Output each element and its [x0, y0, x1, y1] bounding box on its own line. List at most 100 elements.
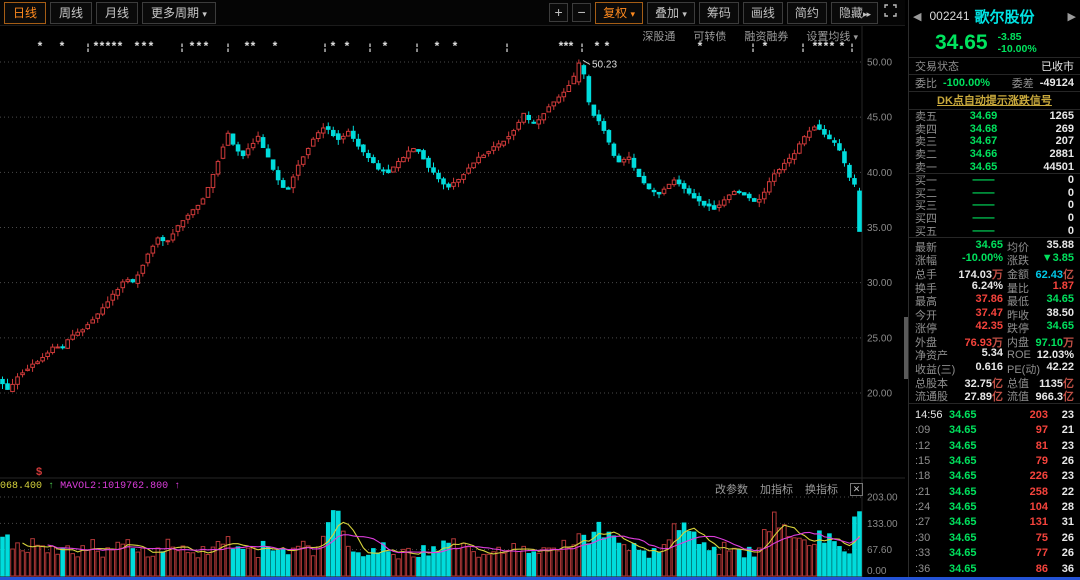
stat-label: 均价	[1007, 241, 1029, 254]
overlay-label: 叠加	[655, 5, 680, 20]
hide-button[interactable]: 隐藏▸▸	[830, 1, 878, 24]
event-bar-marker: ¦	[227, 42, 230, 52]
stat-col: 金额 62.43亿	[1007, 266, 1074, 282]
price-axis-label: 30.00	[867, 278, 892, 289]
dk-signal-link[interactable]: DK点自动提示涨跌信号	[909, 91, 1080, 109]
volume-bar	[250, 546, 256, 577]
tick-row: :27 34.65 131 31	[909, 515, 1080, 530]
chevron-down-icon: ▾	[630, 8, 635, 19]
tab-daily[interactable]: 日线	[4, 1, 47, 24]
volume-bar	[65, 545, 70, 577]
fullscreen-icon[interactable]	[884, 3, 897, 22]
candle-body	[200, 198, 206, 205]
volume-bar	[55, 553, 60, 577]
simple-mode-button[interactable]: 简约	[786, 1, 827, 24]
zoom-in-button[interactable]: +	[549, 3, 569, 22]
event-star-marker: *	[190, 39, 195, 53]
volume-bar	[636, 549, 642, 577]
volume-bar	[621, 544, 627, 577]
volume-bar	[601, 537, 607, 577]
volume-bar	[411, 556, 416, 577]
volume-bar	[335, 510, 341, 577]
price-axis-label: 20.00	[867, 389, 892, 400]
link-ma-settings[interactable]: 设置均线 ▾	[806, 28, 858, 44]
tab-monthly[interactable]: 月线	[96, 1, 139, 24]
stat-label: 涨停	[915, 323, 937, 336]
tab-more-periods[interactable]: 更多周期 ▾	[142, 1, 216, 24]
price-axis-label: 35.00	[867, 223, 892, 234]
candle-body	[386, 169, 391, 174]
candle-body	[661, 188, 667, 194]
volume-bar	[85, 549, 90, 577]
tab-more-periods-label: 更多周期	[151, 5, 200, 20]
candle-body	[356, 138, 361, 147]
candle-body	[556, 96, 562, 103]
add-indicator-button[interactable]: 加指标	[760, 484, 793, 496]
draw-line-button[interactable]: 画线	[742, 1, 783, 24]
volume-bar	[726, 550, 732, 577]
tab-weekly[interactable]: 周线	[50, 1, 93, 24]
next-stock-icon[interactable]: ▶	[1067, 10, 1076, 23]
candle-body	[75, 331, 80, 336]
close-icon[interactable]: ✕	[850, 482, 863, 496]
candle-body	[55, 346, 60, 349]
candle-body	[20, 372, 25, 376]
volume-bar	[120, 543, 126, 577]
link-margin-trading[interactable]: 融资融券	[744, 31, 789, 43]
volume-bar	[25, 551, 30, 577]
ask-row: 卖一 34.65 44501	[909, 160, 1080, 174]
volume-bar	[491, 551, 496, 577]
event-bar-marker: ¦	[369, 42, 372, 52]
volume-bar	[275, 549, 281, 577]
candle-body	[511, 130, 516, 136]
candle-body	[461, 174, 466, 180]
volume-bar	[782, 524, 787, 577]
candle-body	[581, 65, 587, 75]
stat-label: 总股本	[915, 377, 948, 390]
candle-body	[746, 193, 752, 199]
candle-body	[566, 85, 572, 93]
volume-bar	[110, 549, 116, 577]
stat-col: 总值 1135亿	[1007, 375, 1074, 391]
mavol1-value: 068.400	[0, 481, 43, 492]
link-sz-connect[interactable]: 深股通	[642, 31, 676, 43]
candle-body	[852, 178, 857, 185]
adjust-price-button[interactable]: 复权 ▾	[595, 1, 643, 24]
link-convertible-bond[interactable]: 可转债	[693, 31, 727, 43]
candle-body	[391, 166, 396, 173]
candle-body	[40, 357, 45, 362]
tick-trade-list[interactable]: 14:56 34.65 203 23:09 34.65 97 21:12 34.65 81 23:…	[909, 403, 1080, 576]
tick-count: 26	[1061, 531, 1074, 544]
stat-col: 量比 1.87	[1007, 280, 1074, 296]
overlay-button[interactable]: 叠加 ▾	[647, 1, 695, 24]
change-params-button[interactable]: 改参数	[715, 484, 748, 496]
candle-body	[792, 153, 797, 160]
switch-indicator-button[interactable]: 换指标	[805, 484, 838, 496]
candle-body	[95, 313, 101, 319]
volume-bar	[736, 548, 742, 577]
chips-button[interactable]: 筹码	[698, 1, 739, 24]
event-star-marker: *	[763, 39, 768, 53]
weibi-label: 委比	[915, 78, 937, 90]
stat-col: 总股本 32.75亿	[915, 375, 1003, 391]
volume-bar	[346, 545, 351, 577]
volume-bar	[170, 546, 176, 577]
candle-body	[315, 132, 321, 140]
tick-row: :12 34.65 81 23	[909, 438, 1080, 453]
volume-bar	[451, 538, 456, 577]
price-block: 34.65 -3.85 -10.00%	[909, 29, 1080, 57]
stat-value: 42.35	[975, 320, 1003, 333]
panel-scrollbar[interactable]	[904, 317, 908, 379]
tick-row: :24 34.65 104 28	[909, 499, 1080, 514]
zoom-out-button[interactable]: −	[572, 3, 592, 22]
stat-label: 昨收	[1007, 309, 1029, 322]
event-star-marker: *	[135, 39, 140, 53]
volume-bar	[802, 539, 807, 577]
prev-stock-icon[interactable]: ◀	[913, 10, 922, 23]
bid-price: ——	[972, 199, 995, 212]
volume-bar	[486, 553, 491, 577]
quote-panel: ◀ 002241 歌尔股份 ▶ 34.65 -3.85 -10.00% 交易状态…	[908, 0, 1080, 577]
volume-bar	[135, 551, 141, 577]
candle-body	[15, 376, 20, 385]
volume-bar	[746, 546, 752, 577]
